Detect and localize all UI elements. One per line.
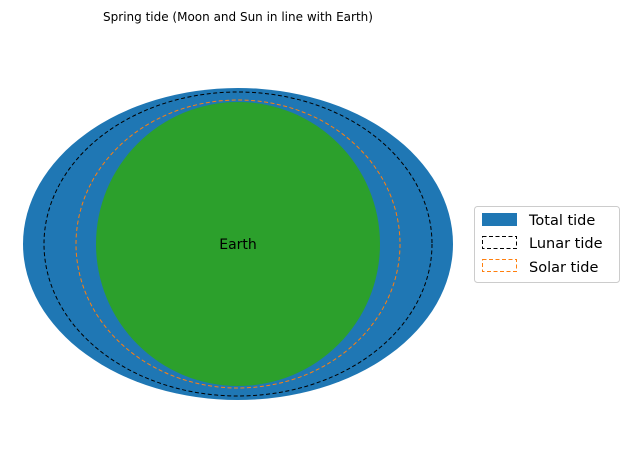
legend-label-lunar-tide: Lunar tide (529, 236, 603, 252)
lunar-tide-ellipse (43, 91, 433, 397)
legend-label-solar-tide: Solar tide (529, 260, 598, 276)
legend-swatch-total-tide (482, 213, 517, 226)
earth-disc (96, 102, 380, 386)
legend: Total tide Lunar tide Solar tide (474, 206, 620, 283)
solar-tide-ellipse (75, 99, 401, 389)
legend-item-total-tide: Total tide (482, 213, 595, 229)
legend-swatch-lunar-tide (482, 236, 517, 249)
legend-item-lunar-tide: Lunar tide (482, 236, 603, 252)
earth-label: Earth (219, 237, 257, 253)
legend-label-total-tide: Total tide (528, 213, 595, 229)
legend-item-solar-tide: Solar tide (482, 259, 598, 276)
diagram-title: Spring tide (Moon and Sun in line with E… (103, 10, 373, 24)
legend-swatch-solar-tide (482, 259, 517, 272)
